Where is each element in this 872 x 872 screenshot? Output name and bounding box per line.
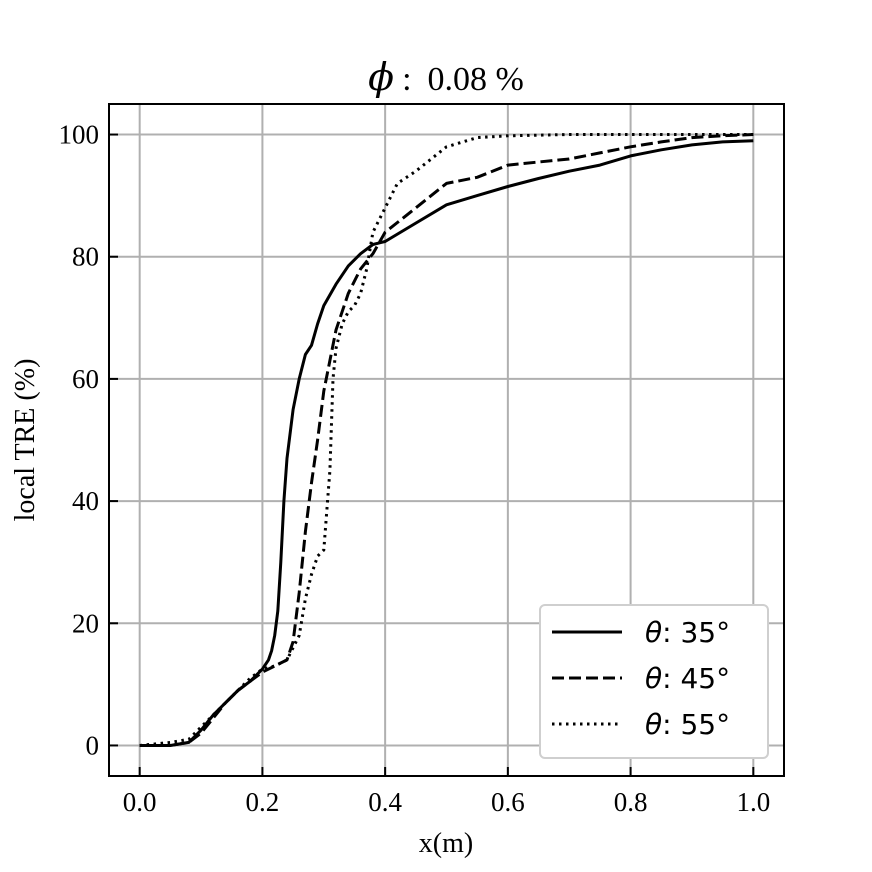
legend-label-3: θ: 55°	[645, 708, 730, 741]
title-symbol: ϕ	[368, 55, 394, 99]
chart-title: ϕ : 0.08 %	[368, 55, 524, 99]
title-value: 0.08 %	[428, 61, 524, 98]
legend: θ: 35°θ: 45°θ: 55°	[539, 604, 769, 759]
series-lines	[139, 133, 754, 747]
x-tick-label: 0.8	[614, 787, 648, 817]
y-tick-label: 40	[72, 486, 99, 516]
axis-ticks: 0.0 0.2 0.4 0.6 0.8 1.0 0 20 40 60 80 100	[59, 120, 771, 817]
y-tick-label: 20	[72, 608, 99, 638]
legend-box	[539, 604, 769, 759]
series-line-3	[139, 133, 754, 747]
plot-frame	[108, 103, 785, 777]
legend-symbol: θ	[645, 662, 662, 695]
series-line-2	[139, 133, 754, 747]
x-tick-label: 0.6	[491, 787, 525, 817]
title-separator: :	[402, 61, 411, 98]
legend-symbol: θ	[645, 708, 662, 741]
x-tick-label: 0.0	[123, 787, 157, 817]
x-tick-label: 0.4	[368, 787, 402, 817]
y-tick-label: 80	[72, 242, 99, 272]
x-tick-label: 1.0	[736, 787, 770, 817]
grid-lines	[109, 104, 784, 776]
legend-value: : 45°	[662, 662, 730, 695]
y-tick-label: 0	[86, 730, 100, 760]
legend-value: : 55°	[662, 708, 730, 741]
x-axis-label: x(m)	[419, 828, 473, 859]
legend-label-1: θ: 35°	[645, 616, 730, 649]
y-tick-label: 100	[59, 120, 100, 150]
y-tick-label: 60	[72, 364, 99, 394]
x-tick-label: 0.2	[246, 787, 280, 817]
legend-label-2: θ: 45°	[645, 662, 730, 695]
legend-symbol: θ	[645, 616, 662, 649]
legend-value: : 35°	[662, 616, 730, 649]
y-axis-label: local TRE (%)	[10, 359, 41, 522]
